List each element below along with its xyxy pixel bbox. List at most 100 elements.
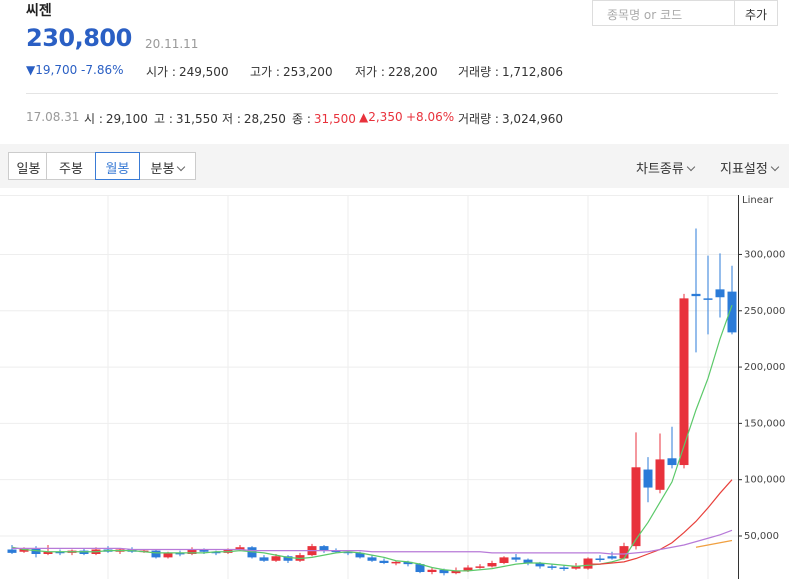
candle-body <box>151 550 161 558</box>
candle-body <box>631 467 641 547</box>
chevron <box>686 162 696 172</box>
candle-body <box>619 546 629 559</box>
hover-change-rate: +8.06% <box>406 110 455 124</box>
moving-average-line <box>12 529 733 555</box>
candle-body <box>691 293 701 297</box>
candle-body <box>355 552 365 558</box>
candle-body <box>463 567 473 571</box>
candle-body <box>523 559 533 564</box>
candle-body <box>283 556 293 561</box>
candle-body <box>43 551 53 555</box>
scale-label: Linear <box>742 195 774 206</box>
stat-value: 1,712,806 <box>501 65 564 79</box>
change-rate: -7.86% <box>81 63 124 77</box>
period-label: 분봉 <box>150 162 175 177</box>
period-label: 일봉 <box>16 162 41 177</box>
hover-item: 종 :31,500 <box>292 110 356 127</box>
candle-body <box>511 557 521 560</box>
hover-value: 29,100 <box>105 112 148 126</box>
hover-date: 17.08.31 <box>26 110 80 124</box>
candle-body <box>187 549 197 555</box>
candle-body <box>175 552 185 555</box>
candle-body <box>367 557 377 561</box>
period-button[interactable]: 분봉 <box>139 152 196 180</box>
hover-item: 저 :28,250 <box>222 110 286 127</box>
candle-body <box>643 469 653 488</box>
hover-label: 고 : <box>154 112 173 126</box>
y-tick-label: 200,000 <box>744 362 785 373</box>
candle-body <box>703 298 713 300</box>
candle-body <box>235 547 245 550</box>
candle-body <box>439 569 449 574</box>
period-button[interactable]: 일봉 <box>8 152 49 180</box>
stat-label: 시가 : <box>146 65 176 79</box>
search-input[interactable]: 종목명 or 코드 <box>592 0 735 26</box>
candle-body <box>535 563 545 567</box>
stock-name: 씨젠 <box>26 3 52 19</box>
chart: Linear 50,000 100,000 150,000 200,000 250,00… <box>0 195 785 579</box>
y-tick-label: 150,000 <box>744 418 785 429</box>
candle-body <box>331 550 341 553</box>
candle-body <box>7 549 17 553</box>
current-price: 230,800 <box>26 24 132 52</box>
hover-item: 시 :29,100 <box>84 110 148 127</box>
moving-average-line <box>695 539 733 548</box>
change: ▼19,700 <box>26 63 78 77</box>
candle-body <box>679 298 689 466</box>
candle-body <box>163 552 173 558</box>
candle-body <box>451 570 461 574</box>
candle-body <box>487 563 497 567</box>
candle-body <box>667 458 677 466</box>
period-button[interactable]: 월봉 <box>95 152 140 180</box>
stat-value: 253,200 <box>282 65 333 79</box>
stat-label: 고가 : <box>250 65 280 79</box>
hover-change: ▲2,350 <box>359 110 403 124</box>
hover-volume-value: 3,024,960 <box>501 112 564 126</box>
add-button[interactable]: 추가 <box>735 0 778 26</box>
hover-value: 28,250 <box>243 112 286 126</box>
menu[interactable]: 차트종류 <box>636 158 696 177</box>
period-label: 주봉 <box>59 162 83 177</box>
stat-label: 거래량 : <box>458 65 499 79</box>
stat-value: 249,500 <box>178 65 229 79</box>
hover-item: 고 :31,550 <box>154 110 218 127</box>
y-tick-label: 250,000 <box>744 306 785 317</box>
y-tick-label: 100,000 <box>744 475 785 486</box>
candle-body <box>391 561 401 564</box>
candle-body <box>655 459 665 490</box>
candle-body <box>211 551 221 554</box>
candle-body <box>379 560 389 564</box>
y-tick-label: 50,000 <box>744 531 779 542</box>
hover-label: 시 : <box>84 112 103 126</box>
chevron <box>770 162 780 172</box>
separator <box>26 93 778 94</box>
candle-body <box>547 566 557 568</box>
candle-body <box>727 291 737 333</box>
period-button[interactable]: 주봉 <box>46 152 96 180</box>
hover-volume-label: 거래량 : <box>458 112 499 126</box>
price-change: ▼19,700 -7.86% <box>26 63 124 77</box>
candle-body <box>199 549 209 552</box>
menu-label: 지표설정 <box>720 162 768 177</box>
candle-body <box>475 566 485 568</box>
candle-body <box>319 546 329 551</box>
stat: 시가 :249,500 <box>146 63 229 80</box>
candle-body <box>607 556 617 559</box>
menu[interactable]: 지표설정 <box>720 158 780 177</box>
candle-body <box>55 551 65 554</box>
candle-body <box>259 557 269 561</box>
menu-label: 차트종류 <box>636 162 684 177</box>
candle-body <box>595 558 605 561</box>
hover-label: 종 : <box>292 112 311 126</box>
candle-body <box>403 561 413 565</box>
period-label: 월봉 <box>105 162 130 177</box>
price-date: 20.11.11 <box>145 37 199 51</box>
y-tick-label: 300,000 <box>744 249 785 260</box>
candle-body <box>343 551 353 554</box>
hover-volume: 거래량 :3,024,960 <box>458 110 563 127</box>
moving-average-line <box>11 304 733 572</box>
candle-body <box>715 289 725 298</box>
candle-body <box>271 556 281 561</box>
